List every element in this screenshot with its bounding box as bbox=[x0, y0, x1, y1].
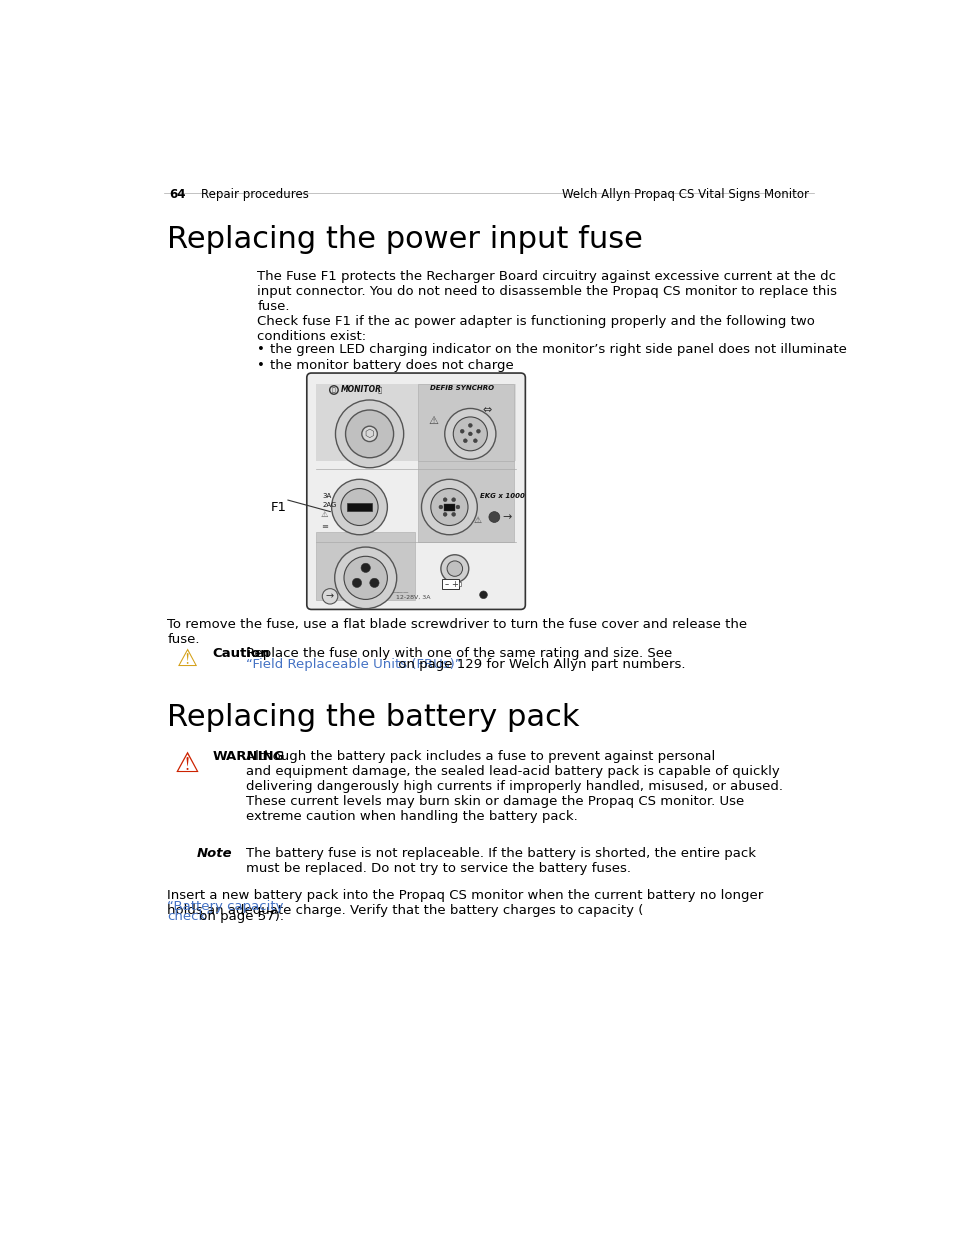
Circle shape bbox=[361, 426, 377, 442]
Bar bbox=[315, 532, 415, 600]
Bar bbox=[347, 503, 372, 511]
Circle shape bbox=[468, 432, 472, 436]
Circle shape bbox=[352, 578, 361, 588]
Circle shape bbox=[438, 505, 442, 509]
Text: ⚠: ⚠ bbox=[474, 515, 481, 525]
Circle shape bbox=[463, 438, 467, 442]
Text: ⚠: ⚠ bbox=[174, 751, 200, 778]
Text: “Field Replaceable Units (FRUs)”: “Field Replaceable Units (FRUs)” bbox=[245, 658, 460, 671]
Text: WARNING: WARNING bbox=[212, 751, 284, 763]
Text: •: • bbox=[257, 359, 265, 372]
Text: ⬡: ⬡ bbox=[364, 429, 375, 438]
Text: Replacing the battery pack: Replacing the battery pack bbox=[167, 703, 579, 731]
Circle shape bbox=[459, 430, 464, 433]
Bar bbox=[315, 384, 516, 461]
Text: The Fuse F1 protects the Recharger Board circuitry against excessive current at : The Fuse F1 protects the Recharger Board… bbox=[257, 270, 837, 312]
Text: check”: check” bbox=[167, 910, 213, 923]
Circle shape bbox=[335, 547, 396, 609]
Text: the green LED charging indicator on the monitor’s right side panel does not illu: the green LED charging indicator on the … bbox=[270, 343, 846, 356]
Circle shape bbox=[488, 511, 499, 522]
Text: ⚠: ⚠ bbox=[320, 510, 328, 519]
Text: Note: Note bbox=[196, 847, 233, 861]
Text: →: → bbox=[502, 513, 512, 522]
Circle shape bbox=[443, 498, 447, 501]
Text: Replace the fuse only with one of the same rating and size. See: Replace the fuse only with one of the sa… bbox=[245, 647, 676, 661]
Text: Repair procedures: Repair procedures bbox=[200, 188, 308, 201]
Text: Replacing the power input fuse: Replacing the power input fuse bbox=[167, 225, 642, 254]
Text: 3A: 3A bbox=[322, 493, 332, 499]
Text: →: → bbox=[326, 592, 334, 601]
Circle shape bbox=[452, 513, 456, 516]
Text: +: + bbox=[451, 580, 457, 589]
Text: on page 129 for Welch Allyn part numbers.: on page 129 for Welch Allyn part numbers… bbox=[394, 658, 685, 671]
Text: •: • bbox=[257, 343, 265, 356]
Text: MONITOR: MONITOR bbox=[340, 385, 381, 394]
Text: Insert a new battery pack into the Propaq CS monitor when the current battery no: Insert a new battery pack into the Propa… bbox=[167, 889, 762, 916]
Circle shape bbox=[443, 513, 447, 516]
Text: ⚠: ⚠ bbox=[176, 647, 198, 671]
Text: ⏻: ⏻ bbox=[332, 388, 335, 393]
Text: DEFIB SYNCHRO: DEFIB SYNCHRO bbox=[430, 385, 494, 391]
Circle shape bbox=[431, 489, 468, 526]
Circle shape bbox=[332, 479, 387, 535]
Text: Although the battery pack includes a fuse to prevent against personal
and equipm: Although the battery pack includes a fus… bbox=[245, 751, 781, 824]
Circle shape bbox=[476, 430, 480, 433]
Circle shape bbox=[453, 417, 487, 451]
FancyBboxPatch shape bbox=[307, 373, 525, 609]
Text: ⇔: ⇔ bbox=[482, 405, 492, 415]
Bar bbox=[458, 583, 460, 585]
Text: Check fuse F1 if the ac power adapter is functioning properly and the following : Check fuse F1 if the ac power adapter is… bbox=[257, 315, 814, 342]
Circle shape bbox=[330, 385, 337, 394]
Circle shape bbox=[440, 555, 468, 583]
Text: To remove the fuse, use a flat blade screwdriver to turn the fuse cover and rele: To remove the fuse, use a flat blade scr… bbox=[167, 618, 746, 646]
Circle shape bbox=[473, 438, 476, 442]
Text: The battery fuse is not replaceable. If the battery is shorted, the entire pack
: The battery fuse is not replaceable. If … bbox=[245, 847, 755, 876]
Circle shape bbox=[344, 556, 387, 599]
Circle shape bbox=[335, 400, 403, 468]
Circle shape bbox=[360, 563, 370, 573]
Text: Welch Allyn Propaq CS Vital Signs Monitor: Welch Allyn Propaq CS Vital Signs Monito… bbox=[561, 188, 808, 201]
Text: on page 57).: on page 57). bbox=[195, 910, 284, 923]
Circle shape bbox=[468, 424, 472, 427]
Circle shape bbox=[452, 498, 456, 501]
Text: ⏻: ⏻ bbox=[377, 387, 381, 393]
Circle shape bbox=[479, 592, 487, 599]
Bar bbox=[441, 579, 458, 589]
Text: ———: ——— bbox=[392, 590, 409, 595]
Circle shape bbox=[447, 561, 462, 577]
Circle shape bbox=[444, 409, 496, 459]
Circle shape bbox=[456, 505, 459, 509]
Text: ⚠: ⚠ bbox=[429, 416, 438, 426]
Bar bbox=[443, 504, 455, 511]
Text: F1: F1 bbox=[271, 501, 287, 514]
Text: ≡: ≡ bbox=[321, 521, 328, 531]
Text: –: – bbox=[444, 580, 449, 589]
Text: 64: 64 bbox=[169, 188, 185, 201]
Text: 2AG: 2AG bbox=[322, 501, 336, 508]
Text: Caution: Caution bbox=[212, 647, 270, 661]
Bar bbox=[474, 427, 482, 433]
Circle shape bbox=[345, 410, 394, 458]
Text: 12-28V, 3A: 12-28V, 3A bbox=[396, 594, 431, 600]
Circle shape bbox=[340, 489, 377, 526]
Circle shape bbox=[370, 578, 378, 588]
Bar bbox=[417, 384, 514, 461]
Circle shape bbox=[421, 479, 476, 535]
Text: EKG x 1000: EKG x 1000 bbox=[480, 493, 525, 499]
Circle shape bbox=[322, 589, 337, 604]
Text: “Battery capacity: “Battery capacity bbox=[167, 900, 283, 913]
Text: the monitor battery does not charge: the monitor battery does not charge bbox=[270, 359, 514, 372]
Bar bbox=[417, 461, 514, 542]
